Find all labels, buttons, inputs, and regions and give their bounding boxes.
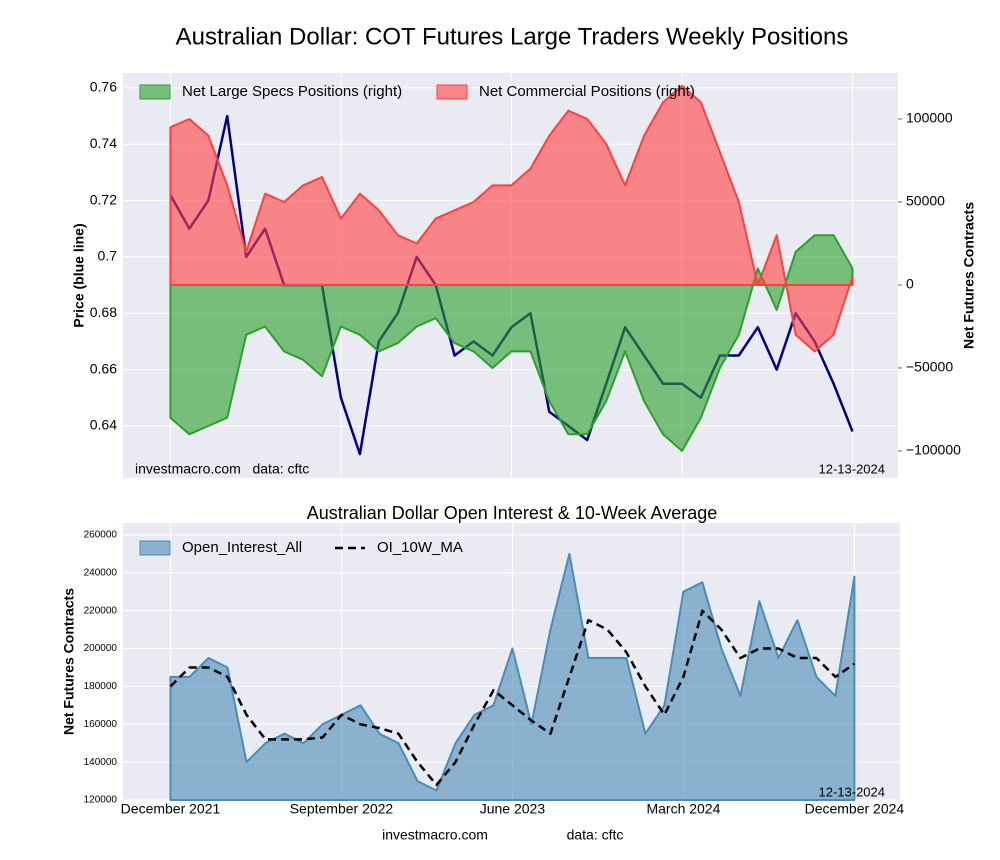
y-tick-label: 140000 — [84, 757, 118, 768]
y-tick-label: 120000 — [84, 795, 118, 806]
y-tick-label: 0.68 — [90, 304, 117, 320]
legend-label: OI_10W_MA — [377, 539, 463, 556]
y2-tick-label: 50000 — [906, 193, 945, 209]
legend-swatch — [139, 84, 171, 100]
footer-text: investmacro.com — [382, 827, 488, 843]
x-tick-label: December 2024 — [805, 801, 905, 817]
y2-axis-label: Net Futures Contracts — [961, 202, 977, 349]
x-tick-label: December 2021 — [121, 801, 221, 817]
chart-title: Australian Dollar: COT Futures Large Tra… — [176, 23, 849, 50]
y-tick-label: 240000 — [84, 567, 118, 578]
y-tick-label: 0.72 — [90, 191, 117, 207]
legend-swatch — [139, 540, 171, 556]
x-tick-label: September 2022 — [290, 801, 394, 817]
annotation: investmacro.com data: cftc — [135, 461, 309, 477]
y-tick-label: 0.66 — [90, 360, 117, 376]
y2-tick-label: 0 — [906, 276, 914, 292]
legend-swatch — [436, 84, 468, 100]
y-tick-label: 0.76 — [90, 79, 117, 95]
line — [169, 609, 856, 787]
y-tick-label: 200000 — [84, 643, 118, 654]
footer-text: data: cftc — [567, 827, 624, 843]
legend-label: Net Commercial Positions (right) — [479, 83, 695, 100]
y2-tick-label: −50000 — [906, 359, 953, 375]
y-axis-label: Net Futures Contracts — [61, 588, 77, 735]
legend-label: Net Large Specs Positions (right) — [182, 83, 402, 100]
y-tick-label: 0.74 — [90, 135, 117, 151]
y-tick-label: 0.64 — [90, 417, 117, 433]
y-tick-label: 160000 — [84, 719, 118, 730]
annotation: 12-13-2024 — [819, 461, 886, 476]
y-tick-label: 0.7 — [98, 248, 118, 264]
y2-tick-label: −100000 — [906, 442, 961, 458]
legend-label: Open_Interest_All — [182, 539, 302, 556]
area — [169, 84, 854, 353]
y-axis-label: Price (blue line) — [71, 223, 87, 327]
y-tick-label: 220000 — [84, 605, 118, 616]
x-tick-label: March 2024 — [646, 801, 720, 817]
x-tick-label: June 2023 — [480, 801, 546, 817]
area — [169, 234, 854, 452]
y-tick-label: 180000 — [84, 681, 118, 692]
y2-tick-label: 100000 — [906, 110, 953, 126]
chart-title: Australian Dollar Open Interest & 10-Wee… — [307, 503, 718, 523]
y-tick-label: 260000 — [84, 530, 118, 541]
annotation: 12-13-2024 — [819, 784, 886, 799]
